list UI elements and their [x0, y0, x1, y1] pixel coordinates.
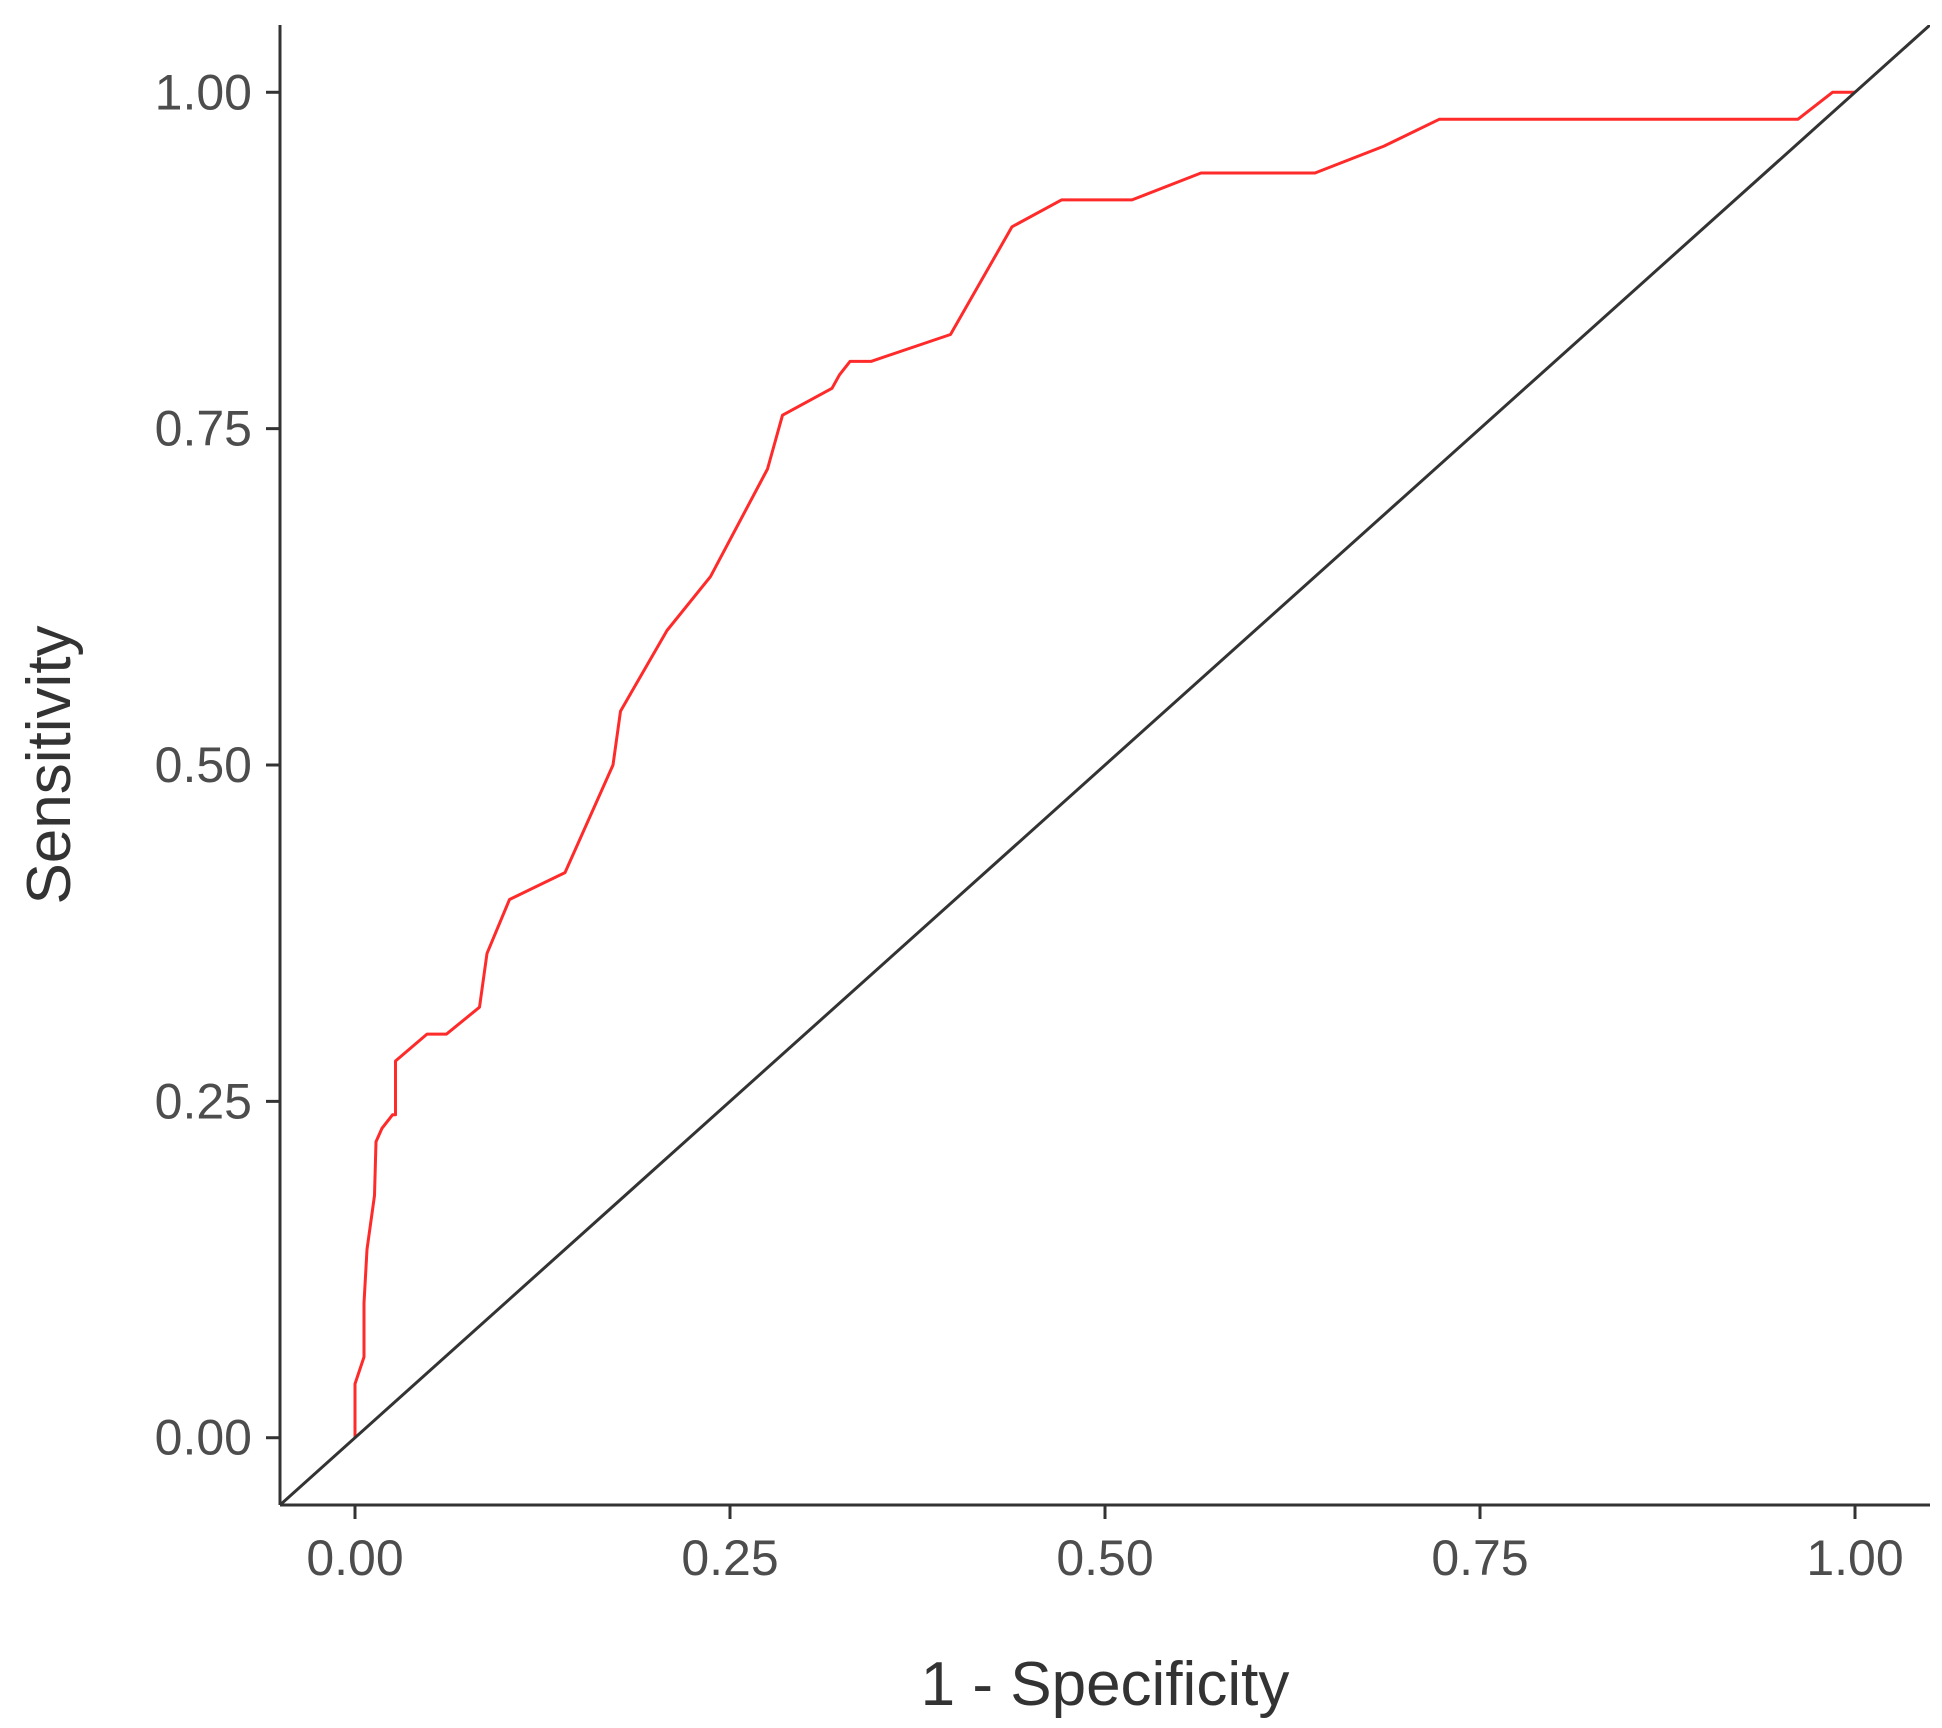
x-tick-label: 0.25	[681, 1530, 778, 1586]
x-axis-ticks: 0.00 0.25 0.50 0.75 1.00	[306, 1505, 1904, 1586]
x-tick-label: 0.00	[306, 1530, 403, 1586]
y-axis-title: Sensitivity	[15, 625, 84, 904]
x-axis-title: 1 - Specificity	[921, 1650, 1290, 1719]
y-axis-ticks: 0.00 0.25 0.50 0.75 1.00	[155, 64, 280, 1466]
y-tick-label: 0.75	[155, 401, 252, 457]
x-tick-label: 0.50	[1056, 1530, 1153, 1586]
y-tick-label: 0.25	[155, 1073, 252, 1129]
roc-curve-line	[353, 90, 1855, 1438]
y-tick-label: 1.00	[155, 64, 252, 120]
x-tick-label: 1.00	[1806, 1530, 1903, 1586]
y-tick-label: 0.00	[155, 1410, 252, 1466]
y-tick-label: 0.50	[155, 737, 252, 793]
x-tick-label: 0.75	[1431, 1530, 1528, 1586]
series-layer	[280, 25, 1930, 1505]
reference-diagonal-line	[280, 25, 1930, 1505]
